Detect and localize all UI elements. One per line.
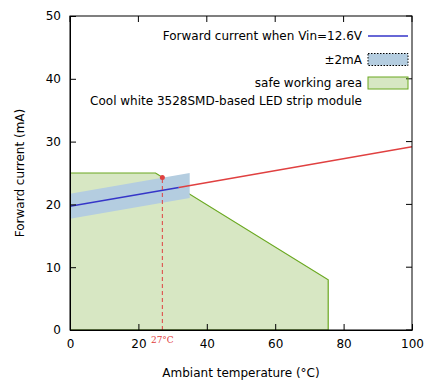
tick-label: 100 [401, 337, 424, 351]
tick: 40 [200, 324, 215, 351]
tick-mark [406, 204, 412, 205]
legend-swatch [368, 77, 408, 89]
tick-label: 40 [200, 337, 215, 351]
mirror-ticks [70, 16, 412, 330]
legend: Forward current when Vin=12.6V ±2mA safe w… [90, 29, 408, 108]
y-axis: 0 10 20 30 40 50 [46, 9, 76, 337]
tick-mark [70, 142, 76, 143]
safe-area [70, 173, 328, 330]
tick-label: 0 [67, 337, 75, 351]
tick-mark [206, 16, 207, 22]
tick-mark [343, 16, 344, 22]
tick-label: 0 [53, 323, 61, 337]
tick-label: 10 [46, 261, 61, 275]
legend-label: safe working area [255, 76, 362, 90]
tick-mark [406, 267, 412, 268]
tick: 80 [336, 324, 351, 351]
x-axis: 0 20 40 60 80 100 [67, 324, 424, 351]
tick: 60 [268, 324, 283, 351]
tick-label: 40 [46, 72, 61, 86]
tick-mark [406, 141, 412, 142]
marker-line [162, 177, 163, 330]
legend-swatch [368, 54, 408, 66]
y-axis-title: Forward current (mA) [13, 109, 27, 237]
legend-label: Forward current when Vin=12.6V [163, 29, 363, 43]
legend-swatch [368, 35, 408, 37]
tick: 30 [46, 135, 76, 149]
tick-mark [275, 16, 276, 22]
tick-mark [70, 79, 76, 80]
tick-mark [138, 324, 139, 330]
tick-label: 60 [268, 337, 283, 351]
tick: 20 [46, 198, 76, 212]
chart: 27°C 0 20 40 60 80 100 0 10 20 30 40 50 Ambiant tempe… [0, 0, 432, 384]
tick-mark [138, 16, 139, 22]
tick-mark [344, 324, 345, 330]
tick-label: 30 [46, 135, 61, 149]
line [179, 147, 412, 188]
tick-mark [207, 324, 208, 330]
marker-point [160, 175, 165, 180]
tick: 40 [46, 72, 76, 86]
frame [70, 16, 412, 330]
tick: 20 [131, 324, 146, 351]
error-band [70, 173, 190, 219]
tick-label: 50 [46, 9, 61, 23]
tick-mark [70, 267, 76, 268]
plot-area [70, 147, 412, 330]
tick-mark [275, 324, 276, 330]
tick-label: 20 [131, 337, 146, 351]
tick-label: 80 [336, 337, 351, 351]
tick-label: 20 [46, 198, 61, 212]
tick-mark [70, 204, 76, 205]
tick: 10 [46, 261, 76, 275]
legend-label: ±2mA [324, 53, 362, 67]
x-axis-title: Ambiant temperature (°C) [162, 366, 319, 380]
legend-note: Cool white 3528SMD-based LED strip modul… [90, 94, 362, 108]
annotation: 27°C [151, 335, 174, 345]
